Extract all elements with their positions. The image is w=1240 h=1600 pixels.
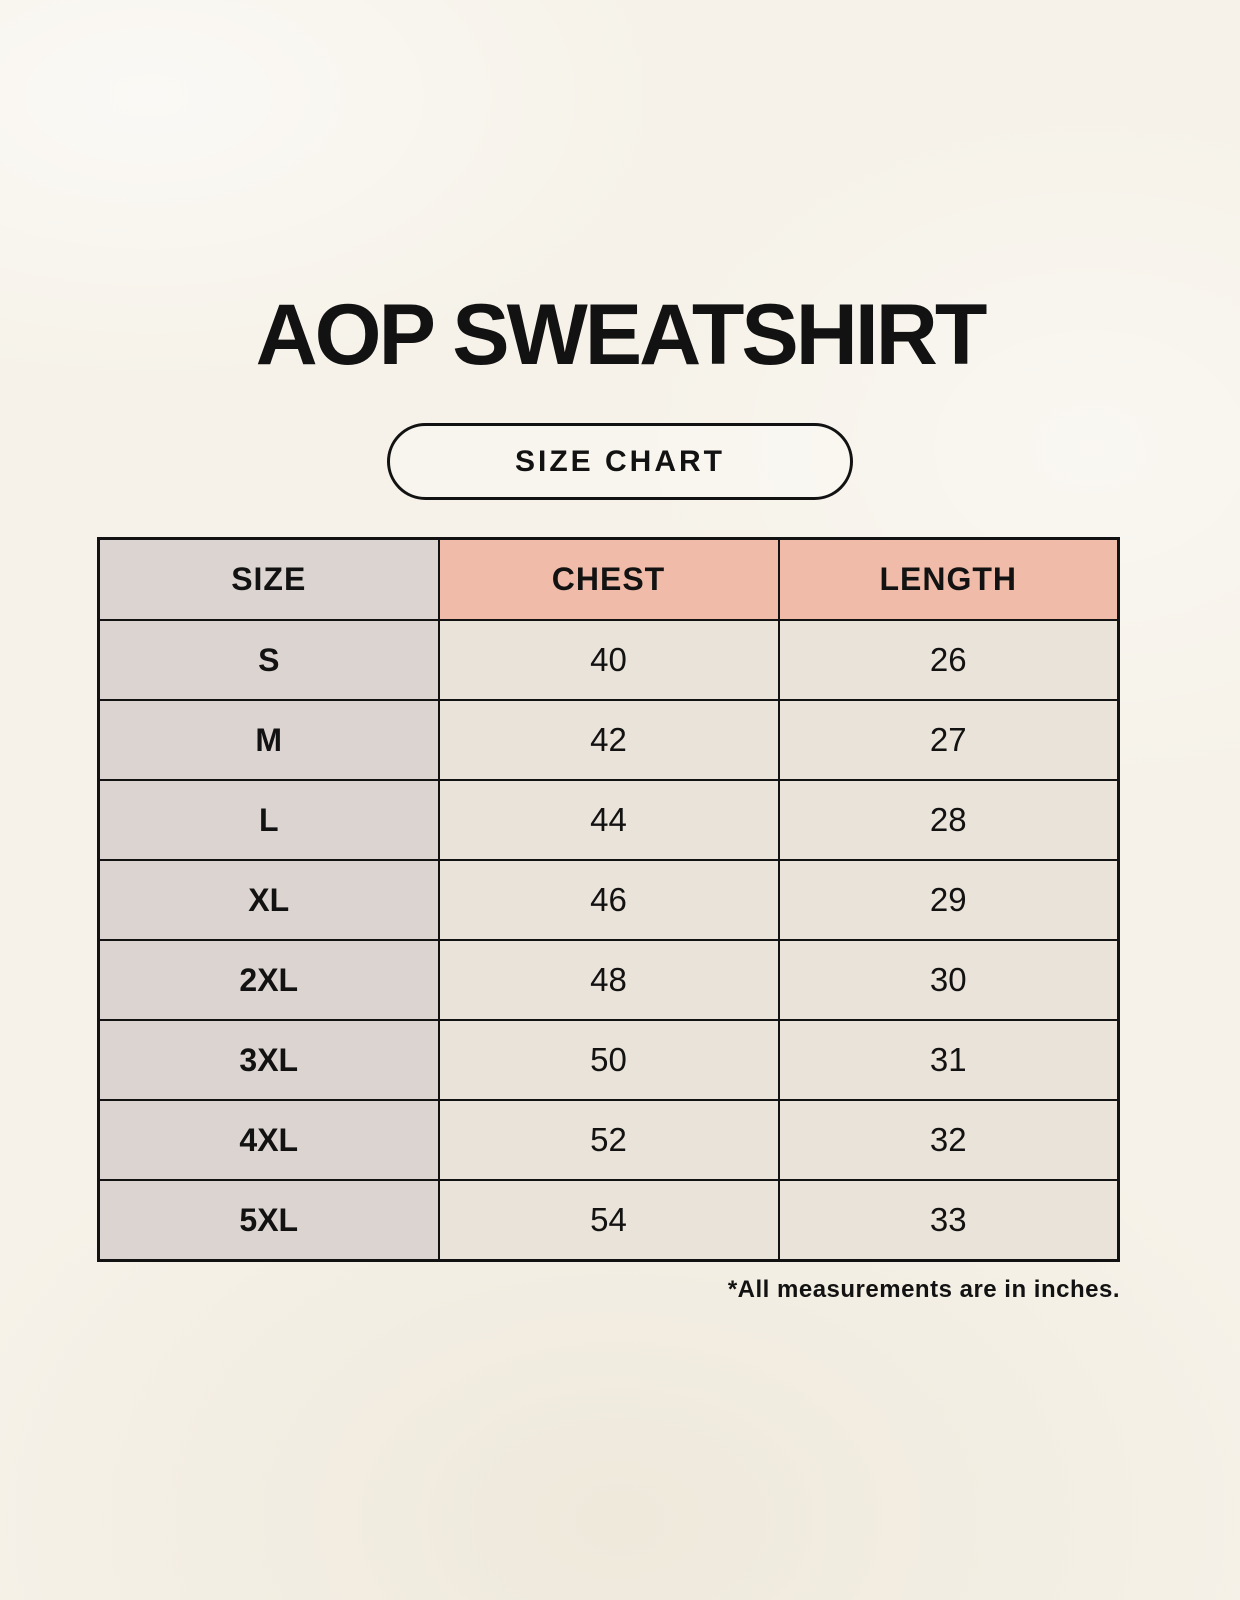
chest-cell: 52: [437, 1099, 780, 1181]
length-cell: 28: [777, 779, 1120, 861]
length-cell: 31: [777, 1019, 1120, 1101]
size-cell: S: [97, 619, 440, 701]
measurement-note: *All measurements are in inches.: [727, 1276, 1120, 1303]
table-row: M 42 27: [97, 699, 1120, 781]
header-chest: CHEST: [437, 537, 780, 621]
header-length: LENGTH: [777, 537, 1120, 621]
size-chart-button[interactable]: SIZE CHART: [387, 423, 853, 500]
length-cell: 29: [777, 859, 1120, 941]
chest-cell: 40: [437, 619, 780, 701]
table-row: XL 46 29: [97, 859, 1120, 941]
size-cell: 2XL: [97, 939, 440, 1021]
size-cell: 5XL: [97, 1179, 440, 1262]
size-cell: 3XL: [97, 1019, 440, 1101]
table-row: 5XL 54 33: [97, 1179, 1120, 1262]
chest-cell: 54: [437, 1179, 780, 1262]
length-cell: 27: [777, 699, 1120, 781]
table-row: 3XL 50 31: [97, 1019, 1120, 1101]
table-row: 2XL 48 30: [97, 939, 1120, 1021]
chest-cell: 44: [437, 779, 780, 861]
size-cell: 4XL: [97, 1099, 440, 1181]
length-cell: 30: [777, 939, 1120, 1021]
table-header-row: SIZE CHEST LENGTH: [97, 537, 1120, 621]
size-cell: M: [97, 699, 440, 781]
table-row: 4XL 52 32: [97, 1099, 1120, 1181]
table-row: L 44 28: [97, 779, 1120, 861]
chest-cell: 42: [437, 699, 780, 781]
chest-cell: 46: [437, 859, 780, 941]
length-cell: 32: [777, 1099, 1120, 1181]
size-cell: L: [97, 779, 440, 861]
header-size: SIZE: [97, 537, 440, 621]
chest-cell: 50: [437, 1019, 780, 1101]
length-cell: 33: [777, 1179, 1120, 1262]
size-cell: XL: [97, 859, 440, 941]
page-title: AOP SWEATSHIRT: [255, 287, 988, 383]
size-chart-button-label: SIZE CHART: [515, 444, 725, 478]
chest-cell: 48: [437, 939, 780, 1021]
size-table: SIZE CHEST LENGTH S 40 26 M 42 27 L 44 2…: [97, 537, 1120, 1262]
length-cell: 26: [777, 619, 1120, 701]
table-row: S 40 26: [97, 619, 1120, 701]
